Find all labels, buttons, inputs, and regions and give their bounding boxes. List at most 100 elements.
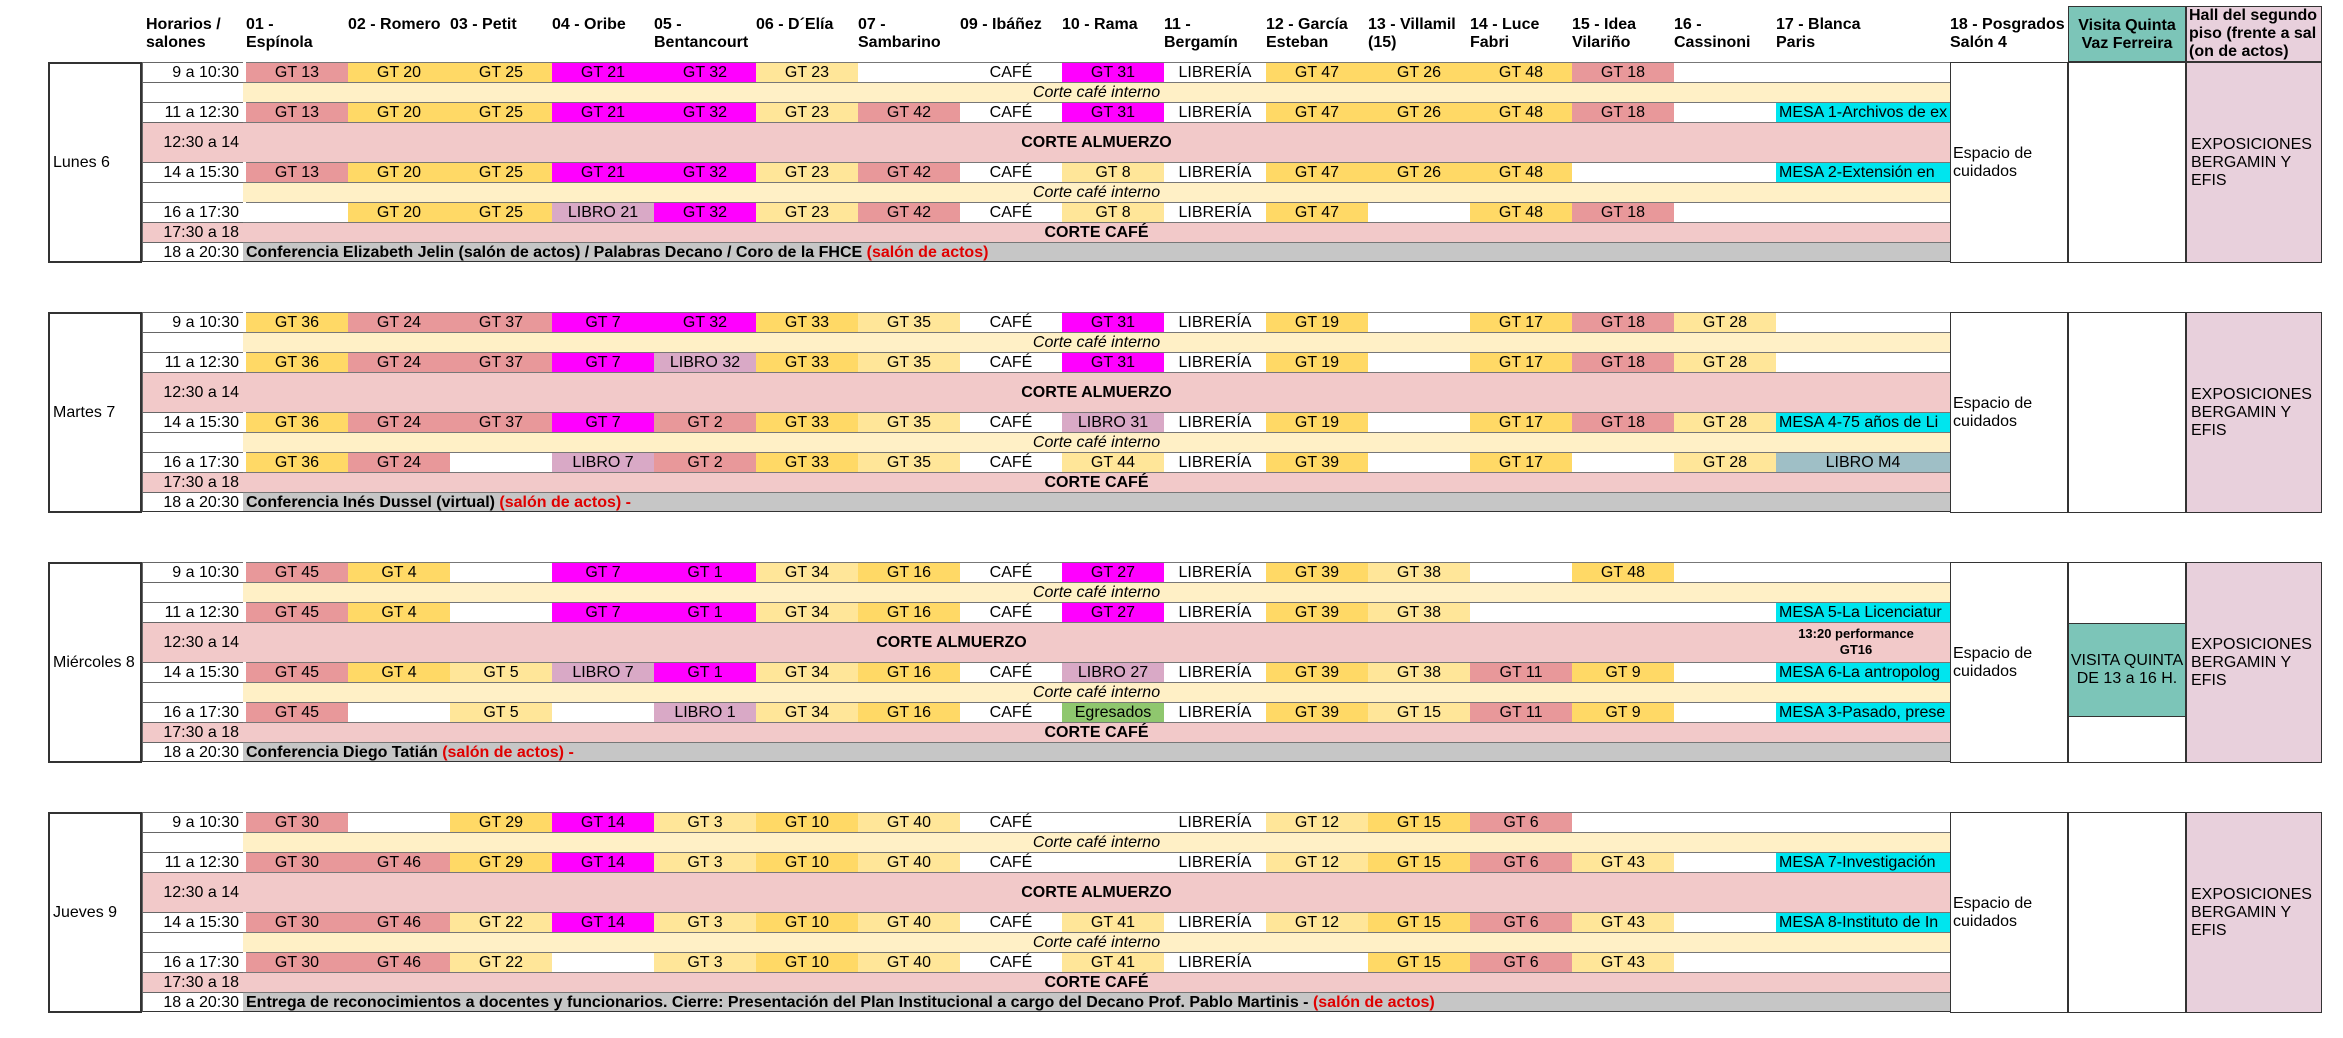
session-cell[interactable]: GT 29: [450, 852, 552, 872]
session-cell[interactable]: GT 39: [1266, 702, 1368, 722]
session-cell[interactable]: GT 47: [1266, 62, 1368, 82]
session-cell[interactable]: GT 33: [756, 352, 858, 372]
session-cell[interactable]: GT 30: [246, 952, 348, 972]
session-cell[interactable]: GT 20: [348, 202, 450, 222]
session-cell[interactable]: GT 32: [654, 312, 756, 332]
session-cell[interactable]: GT 6: [1470, 812, 1572, 832]
session-cell[interactable]: GT 12: [1266, 912, 1368, 932]
session-cell[interactable]: GT 30: [246, 852, 348, 872]
session-cell[interactable]: GT 30: [246, 812, 348, 832]
session-cell[interactable]: GT 21: [552, 102, 654, 122]
session-cell[interactable]: GT 44: [1062, 452, 1164, 472]
session-cell[interactable]: GT 6: [1470, 852, 1572, 872]
session-cell[interactable]: LIBRERÍA: [1164, 412, 1266, 432]
session-cell[interactable]: GT 7: [552, 602, 654, 622]
session-cell[interactable]: GT 25: [450, 62, 552, 82]
session-cell[interactable]: CAFÉ: [960, 562, 1062, 582]
session-cell[interactable]: Egresados: [1062, 702, 1164, 722]
session-cell[interactable]: GT 38: [1368, 562, 1470, 582]
session-cell[interactable]: CAFÉ: [960, 412, 1062, 432]
session-cell[interactable]: GT 15: [1368, 952, 1470, 972]
session-cell[interactable]: GT 42: [858, 202, 960, 222]
session-cell[interactable]: GT 33: [756, 412, 858, 432]
session-cell[interactable]: GT 41: [1062, 912, 1164, 932]
session-cell[interactable]: LIBRERÍA: [1164, 202, 1266, 222]
session-cell[interactable]: GT 32: [654, 62, 756, 82]
session-cell[interactable]: GT 25: [450, 202, 552, 222]
session-cell[interactable]: CAFÉ: [960, 952, 1062, 972]
session-cell[interactable]: GT 1: [654, 662, 756, 682]
session-cell[interactable]: MESA 2-Extensión en: [1776, 162, 1950, 182]
session-cell[interactable]: GT 23: [756, 162, 858, 182]
session-cell[interactable]: LIBRERÍA: [1164, 352, 1266, 372]
session-cell[interactable]: LIBRO 7: [552, 452, 654, 472]
session-cell[interactable]: GT 3: [654, 812, 756, 832]
session-cell[interactable]: GT 13: [246, 62, 348, 82]
session-cell[interactable]: GT 38: [1368, 602, 1470, 622]
session-cell[interactable]: LIBRERÍA: [1164, 102, 1266, 122]
session-cell[interactable]: LIBRERÍA: [1164, 562, 1266, 582]
session-cell[interactable]: GT 33: [756, 452, 858, 472]
session-cell[interactable]: GT 8: [1062, 162, 1164, 182]
session-cell[interactable]: GT 27: [1062, 602, 1164, 622]
session-cell[interactable]: GT 3: [654, 852, 756, 872]
session-cell[interactable]: GT 19: [1266, 312, 1368, 332]
session-cell[interactable]: GT 4: [348, 562, 450, 582]
session-cell[interactable]: GT 19: [1266, 352, 1368, 372]
session-cell[interactable]: LIBRO 27: [1062, 662, 1164, 682]
session-cell[interactable]: GT 10: [756, 912, 858, 932]
session-cell[interactable]: GT 14: [552, 812, 654, 832]
session-cell[interactable]: GT 12: [1266, 852, 1368, 872]
session-cell[interactable]: GT 45: [246, 662, 348, 682]
session-cell[interactable]: GT 40: [858, 812, 960, 832]
session-cell[interactable]: LIBRO 32: [654, 352, 756, 372]
session-cell[interactable]: GT 3: [654, 952, 756, 972]
session-cell[interactable]: GT 18: [1572, 102, 1674, 122]
session-cell[interactable]: GT 17: [1470, 312, 1572, 332]
session-cell[interactable]: GT 1: [654, 602, 756, 622]
session-cell[interactable]: GT 24: [348, 312, 450, 332]
session-cell[interactable]: GT 20: [348, 162, 450, 182]
session-cell[interactable]: GT 7: [552, 352, 654, 372]
session-cell[interactable]: GT 11: [1470, 702, 1572, 722]
session-cell[interactable]: GT 26: [1368, 162, 1470, 182]
session-cell[interactable]: GT 48: [1470, 162, 1572, 182]
session-cell[interactable]: GT 43: [1572, 952, 1674, 972]
session-cell[interactable]: LIBRERÍA: [1164, 312, 1266, 332]
session-cell[interactable]: GT 10: [756, 852, 858, 872]
session-cell[interactable]: GT 2: [654, 452, 756, 472]
session-cell[interactable]: GT 12: [1266, 812, 1368, 832]
session-cell[interactable]: GT 36: [246, 312, 348, 332]
session-cell[interactable]: GT 14: [552, 852, 654, 872]
session-cell[interactable]: GT 28: [1674, 312, 1776, 332]
session-cell[interactable]: GT 23: [756, 202, 858, 222]
session-cell[interactable]: GT 21: [552, 162, 654, 182]
session-cell[interactable]: GT 32: [654, 102, 756, 122]
session-cell[interactable]: GT 42: [858, 102, 960, 122]
session-cell[interactable]: LIBRERÍA: [1164, 912, 1266, 932]
session-cell[interactable]: GT 20: [348, 102, 450, 122]
session-cell[interactable]: GT 4: [348, 602, 450, 622]
session-cell[interactable]: GT 11: [1470, 662, 1572, 682]
session-cell[interactable]: GT 5: [450, 662, 552, 682]
session-cell[interactable]: GT 31: [1062, 352, 1164, 372]
session-cell[interactable]: CAFÉ: [960, 602, 1062, 622]
session-cell[interactable]: GT 25: [450, 162, 552, 182]
session-cell[interactable]: GT 16: [858, 602, 960, 622]
session-cell[interactable]: LIBRERÍA: [1164, 162, 1266, 182]
session-cell[interactable]: GT 26: [1368, 102, 1470, 122]
session-cell[interactable]: LIBRERÍA: [1164, 852, 1266, 872]
session-cell[interactable]: GT 28: [1674, 452, 1776, 472]
session-cell[interactable]: LIBRERÍA: [1164, 952, 1266, 972]
session-cell[interactable]: GT 28: [1674, 352, 1776, 372]
session-cell[interactable]: GT 9: [1572, 662, 1674, 682]
session-cell[interactable]: GT 48: [1470, 62, 1572, 82]
session-cell[interactable]: GT 48: [1470, 202, 1572, 222]
session-cell[interactable]: CAFÉ: [960, 202, 1062, 222]
session-cell[interactable]: GT 37: [450, 412, 552, 432]
session-cell[interactable]: GT 7: [552, 562, 654, 582]
session-cell[interactable]: GT 7: [552, 412, 654, 432]
session-cell[interactable]: GT 34: [756, 602, 858, 622]
session-cell[interactable]: GT 31: [1062, 312, 1164, 332]
session-cell[interactable]: LIBRERÍA: [1164, 702, 1266, 722]
